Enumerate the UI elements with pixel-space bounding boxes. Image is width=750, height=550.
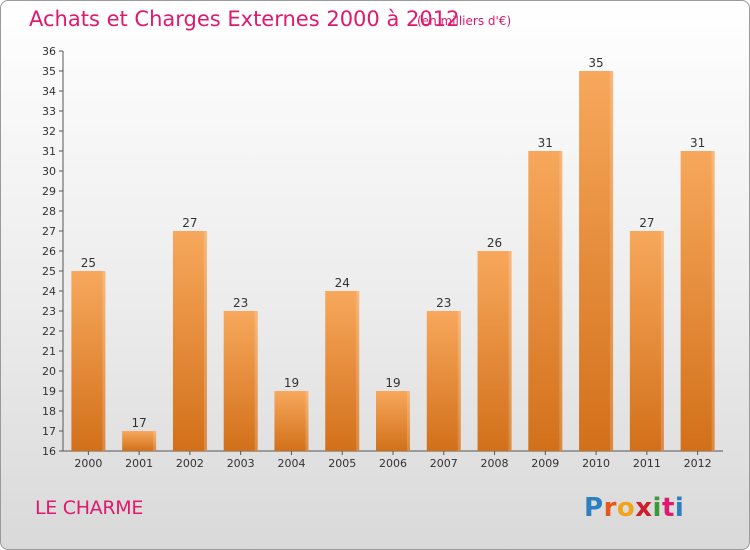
x-tick-label: 2011 <box>633 457 661 470</box>
brand-letter: o <box>616 493 636 523</box>
y-tick-label: 36 <box>42 45 56 58</box>
y-tick-label: 18 <box>42 405 56 418</box>
brand-letter: t <box>661 493 675 523</box>
bar-edge-highlight <box>153 431 157 451</box>
y-tick-label: 26 <box>42 245 56 258</box>
brand-letter: i <box>652 493 662 523</box>
brand-letter: x <box>635 493 653 523</box>
bar <box>71 271 106 451</box>
y-tick-label: 17 <box>42 425 56 438</box>
y-tick-label: 27 <box>42 225 56 238</box>
y-tick-label: 28 <box>42 205 56 218</box>
y-tick-label: 25 <box>42 265 56 278</box>
bar-edge-highlight <box>203 231 207 451</box>
y-tick-label: 23 <box>42 305 56 318</box>
data-label: 26 <box>487 236 502 250</box>
commune-name: LE CHARME <box>35 497 144 519</box>
bar-edge-highlight <box>407 391 410 451</box>
y-tick-label: 16 <box>42 445 56 458</box>
bar-edge-highlight <box>305 391 309 451</box>
x-tick-label: 2001 <box>125 457 153 470</box>
bar-edge-highlight <box>457 311 461 451</box>
x-tick-label: 2005 <box>328 457 356 470</box>
y-tick-label: 20 <box>42 365 56 378</box>
bar-edge-highlight <box>559 151 563 451</box>
x-tick-label: 2002 <box>176 457 204 470</box>
x-tick-label: 2009 <box>531 457 559 470</box>
data-label: 24 <box>335 276 350 290</box>
bar-edge-highlight <box>102 271 106 451</box>
bar <box>680 151 715 451</box>
x-tick-label: 2012 <box>684 457 712 470</box>
bar-edge-highlight <box>660 231 664 451</box>
bar-edge-highlight <box>711 151 715 451</box>
bar-edge-highlight <box>610 71 614 451</box>
bar <box>629 231 664 451</box>
y-tick-label: 35 <box>42 65 56 78</box>
bar <box>172 231 207 451</box>
brand-letter: i <box>674 493 685 523</box>
y-tick-label: 33 <box>42 105 56 118</box>
y-tick-label: 29 <box>42 185 56 198</box>
proxiti-logo: Proxiti <box>584 493 684 523</box>
y-tick-label: 32 <box>42 125 56 138</box>
x-tick-label: 2007 <box>430 457 458 470</box>
x-tick-label: 2010 <box>582 457 610 470</box>
brand-letter: r <box>603 493 617 523</box>
y-tick-label: 21 <box>42 345 56 358</box>
bar <box>325 291 360 451</box>
bar-edge-highlight <box>356 291 360 451</box>
x-tick-label: 2003 <box>227 457 255 470</box>
data-label: 19 <box>284 376 299 390</box>
data-label: 19 <box>385 376 400 390</box>
y-tick-label: 30 <box>42 165 56 178</box>
x-tick-label: 2000 <box>74 457 102 470</box>
bar <box>579 71 614 451</box>
x-tick-label: 2008 <box>481 457 509 470</box>
x-tick-label: 2004 <box>277 457 305 470</box>
bar <box>477 251 512 451</box>
data-label: 31 <box>690 136 705 150</box>
bar <box>426 311 461 451</box>
chart-subtitle: (en milliers d'€) <box>417 14 512 28</box>
bar <box>122 431 157 451</box>
bar-edge-highlight <box>508 251 512 451</box>
bar-edge-highlight <box>254 311 258 451</box>
bar <box>376 391 410 451</box>
brand-letter: P <box>584 493 604 523</box>
y-tick-label: 31 <box>42 145 56 158</box>
data-label: 17 <box>132 416 147 430</box>
y-tick-label: 24 <box>42 285 56 298</box>
data-label: 31 <box>538 136 553 150</box>
data-label: 23 <box>436 296 451 310</box>
bar <box>528 151 563 451</box>
y-tick-label: 34 <box>42 85 56 98</box>
y-tick-label: 19 <box>42 385 56 398</box>
data-label: 27 <box>639 216 654 230</box>
data-label: 35 <box>588 56 603 70</box>
chart-title: Achats et Charges Externes 2000 à 2012 <box>29 7 460 31</box>
data-label: 27 <box>182 216 197 230</box>
bar <box>274 391 309 451</box>
data-label: 25 <box>81 256 96 270</box>
data-label: 23 <box>233 296 248 310</box>
y-tick-label: 22 <box>42 325 56 338</box>
bar <box>223 311 258 451</box>
x-tick-label: 2006 <box>379 457 407 470</box>
